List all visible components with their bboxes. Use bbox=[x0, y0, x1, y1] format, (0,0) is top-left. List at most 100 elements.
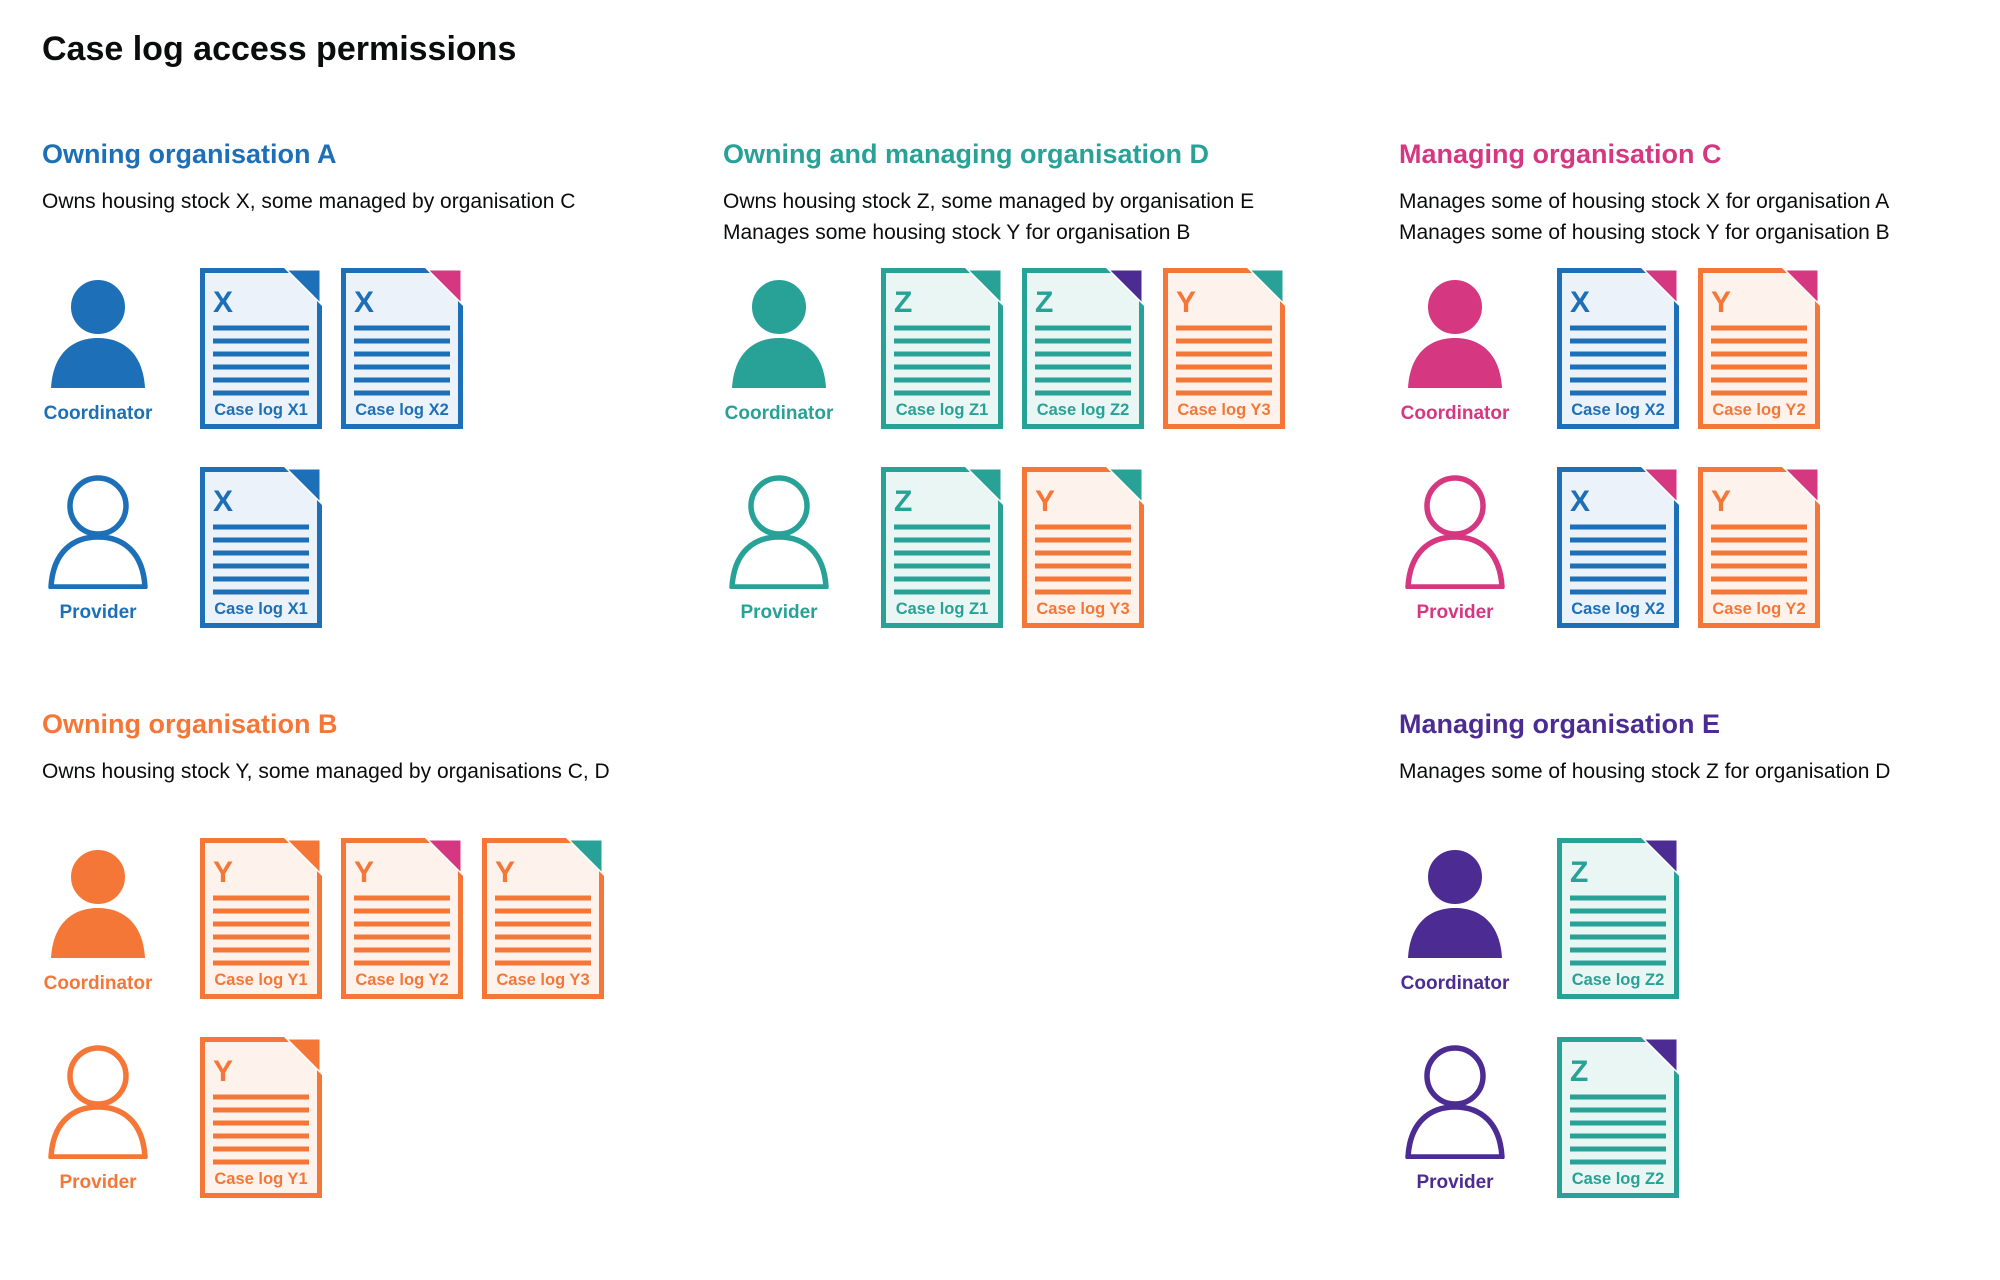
doc-fold-corner bbox=[1786, 270, 1818, 302]
doc-fold-corner bbox=[969, 270, 1001, 302]
doc-fold-corner bbox=[1786, 469, 1818, 501]
coordinator-block: Coordinator bbox=[1399, 838, 1511, 995]
doc-label: Case log X2 bbox=[1571, 600, 1665, 618]
case-log-doc: X Case log X2 bbox=[1557, 268, 1679, 429]
case-log-doc: Y Case log Y2 bbox=[1698, 467, 1820, 628]
doc-list: X Case log X1 X Case log X2 bbox=[200, 268, 463, 429]
doc-label: Case log X1 bbox=[214, 401, 308, 419]
person-role-label: Coordinator bbox=[1400, 973, 1510, 994]
role-row-provider: Provider X Case log X1 bbox=[42, 467, 702, 628]
doc-stock-letter: Y bbox=[1711, 485, 1731, 518]
section-header: Managing organisation C Manages some of h… bbox=[1399, 138, 2000, 268]
page-title: Case log access permissions bbox=[42, 30, 517, 68]
provider-block: Provider bbox=[42, 467, 154, 624]
person-role-label: Coordinator bbox=[1400, 403, 1510, 424]
section-header: Managing organisation E Manages some of h… bbox=[1399, 708, 2000, 838]
case-log-doc: Y Case log Y2 bbox=[341, 838, 463, 999]
doc-fold-corner bbox=[1110, 469, 1142, 501]
doc-fold-corner bbox=[429, 840, 461, 872]
coordinator-person-icon bbox=[51, 276, 145, 388]
doc-fold-corner bbox=[1645, 840, 1677, 872]
section-org-e: Managing organisation E Manages some of h… bbox=[1399, 708, 2000, 1236]
role-row-coordinator: Coordinator Y Case log Y1 Y Case log Y2 Y Case… bbox=[42, 838, 702, 999]
case-log-doc: X Case log X1 bbox=[200, 467, 322, 628]
doc-label: Case log Y1 bbox=[214, 1170, 307, 1188]
section-description-line: Owns housing stock Y, some managed by or… bbox=[42, 760, 610, 783]
person-role-label: Provider bbox=[59, 1172, 137, 1193]
doc-fold-corner bbox=[1110, 270, 1142, 302]
doc-label: Case log Z1 bbox=[896, 401, 989, 419]
doc-fold-corner bbox=[429, 270, 461, 302]
doc-label: Case log Y3 bbox=[1177, 401, 1270, 419]
doc-stock-letter: Z bbox=[894, 286, 912, 319]
role-row-coordinator: Coordinator Z Case log Z1 Z Case log Z2 Y Case… bbox=[723, 268, 1383, 429]
doc-list: Z Case log Z2 bbox=[1557, 838, 1679, 999]
coordinator-person-icon bbox=[732, 276, 826, 388]
section-description-line: Owns housing stock X, some managed by or… bbox=[42, 190, 576, 213]
section-header: Owning organisation A Owns housing stock … bbox=[42, 138, 702, 268]
doc-list: Z Case log Z1 Y Case log Y3 bbox=[881, 467, 1144, 628]
doc-fold-corner bbox=[969, 469, 1001, 501]
doc-list: X Case log X2 Y Case log Y2 bbox=[1557, 268, 1820, 429]
case-log-doc: Z Case log Z1 bbox=[881, 268, 1003, 429]
role-row-coordinator: Coordinator Z Case log Z2 bbox=[1399, 838, 2000, 999]
person-role-label: Provider bbox=[59, 602, 137, 623]
case-log-doc: Y Case log Y1 bbox=[200, 1037, 322, 1198]
doc-stock-letter: Y bbox=[1035, 485, 1055, 518]
coordinator-person-icon bbox=[1408, 276, 1502, 388]
case-log-doc: Y Case log Y3 bbox=[482, 838, 604, 999]
provider-block: Provider bbox=[1399, 1037, 1511, 1194]
doc-stock-letter: Y bbox=[213, 856, 233, 889]
section-heading: Owning organisation B bbox=[42, 709, 338, 739]
role-row-provider: Provider Z Case log Z1 Y Case log Y3 bbox=[723, 467, 1383, 628]
coordinator-person-icon bbox=[1408, 846, 1502, 958]
section-heading: Owning and managing organisation D bbox=[723, 139, 1210, 169]
person-role-label: Coordinator bbox=[43, 973, 153, 994]
section-description-line: Manages some of housing stock X for orga… bbox=[1399, 190, 1890, 213]
doc-label: Case log Z1 bbox=[896, 600, 989, 618]
role-row-provider: Provider X Case log X2 Y Case log Y2 bbox=[1399, 467, 2000, 628]
doc-list: Z Case log Z1 Z Case log Z2 Y Case log Y3 bbox=[881, 268, 1285, 429]
doc-stock-letter: Y bbox=[495, 856, 515, 889]
doc-label: Case log Y1 bbox=[214, 971, 307, 989]
section-org-a: Owning organisation A Owns housing stock … bbox=[42, 138, 702, 666]
doc-stock-letter: Z bbox=[1570, 1055, 1588, 1088]
section-header: Owning organisation B Owns housing stock … bbox=[42, 708, 702, 838]
doc-stock-letter: X bbox=[213, 286, 233, 319]
coordinator-block: Coordinator bbox=[42, 268, 154, 425]
doc-stock-letter: X bbox=[1570, 286, 1590, 319]
doc-fold-corner bbox=[1645, 1039, 1677, 1071]
doc-list: X Case log X2 Y Case log Y2 bbox=[1557, 467, 1820, 628]
doc-stock-letter: X bbox=[1570, 485, 1590, 518]
role-row-provider: Provider Y Case log Y1 bbox=[42, 1037, 702, 1198]
doc-label: Case log Z2 bbox=[1037, 401, 1130, 419]
doc-stock-letter: Z bbox=[894, 485, 912, 518]
person-role-label: Provider bbox=[1416, 1172, 1494, 1193]
doc-label: Case log Y2 bbox=[1712, 401, 1805, 419]
doc-label: Case log Y3 bbox=[1036, 600, 1129, 618]
section-heading: Managing organisation E bbox=[1399, 709, 1721, 739]
doc-stock-letter: Y bbox=[354, 856, 374, 889]
role-row-provider: Provider Z Case log Z2 bbox=[1399, 1037, 2000, 1198]
doc-fold-corner bbox=[1645, 469, 1677, 501]
doc-list: Y Case log Y1 Y Case log Y2 Y Case log Y3 bbox=[200, 838, 604, 999]
person-role-label: Coordinator bbox=[724, 403, 834, 424]
doc-stock-letter: Y bbox=[213, 1055, 233, 1088]
provider-block: Provider bbox=[42, 1037, 154, 1194]
section-heading: Owning organisation A bbox=[42, 139, 337, 169]
case-log-doc: Y Case log Y1 bbox=[200, 838, 322, 999]
person-role-label: Provider bbox=[1416, 602, 1494, 623]
person-role-label: Coordinator bbox=[43, 403, 153, 424]
doc-stock-letter: Z bbox=[1035, 286, 1053, 319]
section-description-line: Manages some of housing stock Y for orga… bbox=[1399, 221, 1890, 244]
provider-person-icon bbox=[729, 475, 829, 590]
doc-list: Y Case log Y1 bbox=[200, 1037, 322, 1198]
role-row-coordinator: Coordinator X Case log X2 Y Case log Y2 bbox=[1399, 268, 2000, 429]
coordinator-person-icon bbox=[51, 846, 145, 958]
doc-label: Case log Y2 bbox=[1712, 600, 1805, 618]
section-description-line: Manages some of housing stock Z for orga… bbox=[1399, 760, 1891, 783]
doc-label: Case log Y3 bbox=[496, 971, 589, 989]
section-header: Owning and managing organisation D Owns h… bbox=[723, 138, 1383, 268]
provider-block: Provider bbox=[1399, 467, 1511, 624]
case-log-doc: Z Case log Z1 bbox=[881, 467, 1003, 628]
